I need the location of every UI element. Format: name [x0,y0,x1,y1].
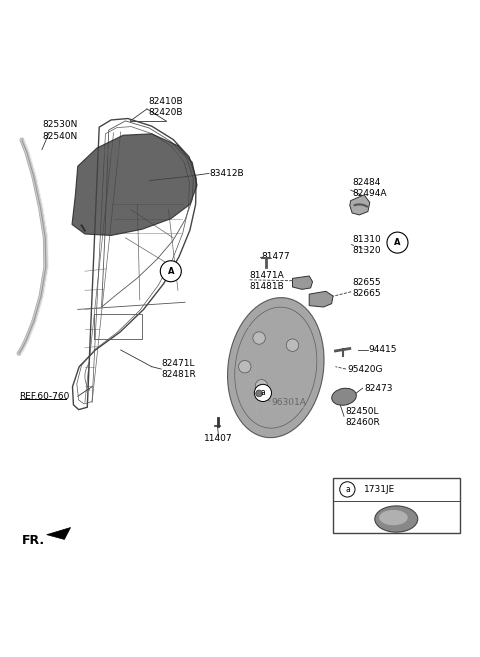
Text: 83412B: 83412B [209,169,244,178]
Ellipse shape [332,388,356,405]
Text: 82450L
82460R: 82450L 82460R [345,407,380,427]
Circle shape [254,384,272,401]
Circle shape [286,339,299,351]
Text: FR.: FR. [22,534,45,547]
Text: 81477: 81477 [262,252,290,261]
Polygon shape [72,134,197,235]
Text: 82473: 82473 [364,384,393,393]
Text: 96301A: 96301A [271,398,306,407]
Text: a: a [345,485,350,494]
Bar [333,478,459,533]
Circle shape [253,332,265,344]
Text: 81471A
81481B: 81471A 81481B [250,271,284,291]
Text: 94415: 94415 [369,346,397,355]
Circle shape [387,232,408,253]
Text: 82484
82494A: 82484 82494A [352,177,387,198]
Circle shape [340,482,355,497]
Polygon shape [309,291,333,307]
Polygon shape [97,140,188,166]
Text: 1731JE: 1731JE [402,502,433,511]
Polygon shape [47,528,71,539]
Circle shape [160,261,181,282]
Text: 1731JE: 1731JE [364,485,396,494]
Text: 82471L
82481R: 82471L 82481R [161,359,196,379]
Bar [95,314,142,339]
Text: 11407: 11407 [204,434,233,443]
Text: REF.60-760: REF.60-760 [20,392,70,401]
Text: 82530N
82540N: 82530N 82540N [42,120,77,141]
Circle shape [255,380,268,392]
Ellipse shape [379,510,408,525]
Text: 82410B
82420B: 82410B 82420B [149,97,183,117]
Text: 95420G: 95420G [348,365,383,374]
Circle shape [256,390,263,397]
Text: 82655
82665: 82655 82665 [352,278,381,298]
Text: A: A [168,267,174,276]
Text: a: a [261,388,265,397]
Text: 81310
81320: 81310 81320 [352,235,381,255]
Ellipse shape [228,298,324,438]
Polygon shape [350,195,370,215]
Ellipse shape [375,506,418,532]
Text: A: A [394,238,401,247]
Polygon shape [292,276,312,289]
Circle shape [239,361,251,373]
